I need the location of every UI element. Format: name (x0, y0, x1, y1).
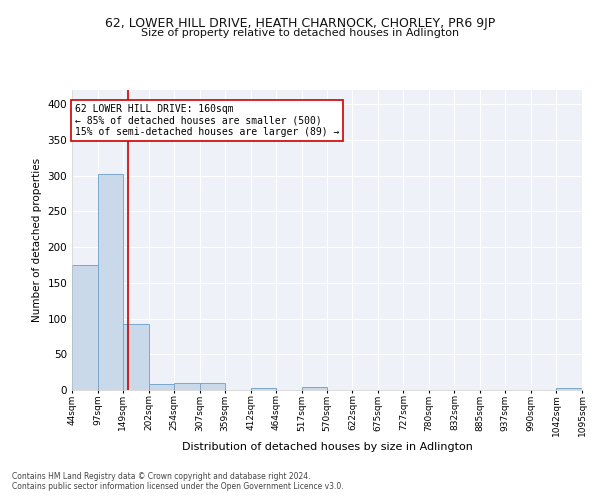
Bar (123, 324, 149, 390)
Text: Contains public sector information licensed under the Open Government Licence v3: Contains public sector information licen… (12, 482, 344, 491)
Bar (98, 174, 123, 390)
X-axis label: Distribution of detached houses by size in Adlington: Distribution of detached houses by size … (182, 442, 472, 452)
Text: Size of property relative to detached houses in Adlington: Size of property relative to detached ho… (141, 28, 459, 38)
Bar (149, 384, 174, 390)
Bar (200, 383, 225, 390)
Bar (72, 265, 98, 390)
Bar (174, 383, 200, 390)
Bar (556, 388, 582, 390)
Text: Contains HM Land Registry data © Crown copyright and database right 2024.: Contains HM Land Registry data © Crown c… (12, 472, 311, 481)
Text: 62, LOWER HILL DRIVE, HEATH CHARNOCK, CHORLEY, PR6 9JP: 62, LOWER HILL DRIVE, HEATH CHARNOCK, CH… (105, 18, 495, 30)
Text: 62 LOWER HILL DRIVE: 160sqm
← 85% of detached houses are smaller (500)
15% of se: 62 LOWER HILL DRIVE: 160sqm ← 85% of det… (74, 104, 339, 136)
Bar (251, 388, 276, 390)
Y-axis label: Number of detached properties: Number of detached properties (32, 158, 42, 322)
Bar (302, 387, 327, 390)
